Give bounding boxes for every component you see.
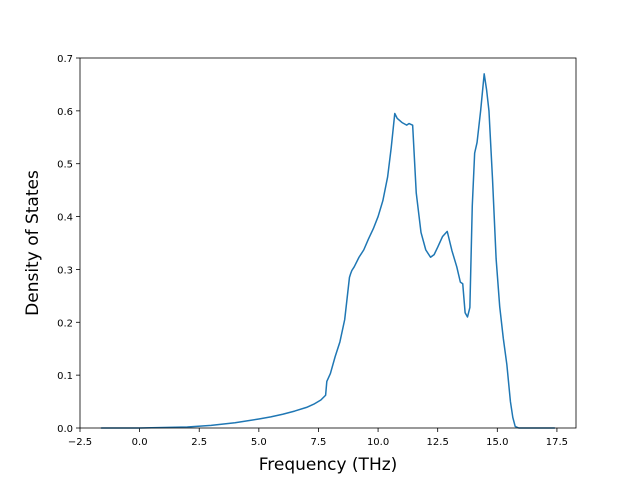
y-tick-label: 0.2: [57, 318, 73, 329]
y-tick-label: 0.6: [57, 107, 73, 118]
y-tick-label: 0.3: [57, 265, 73, 276]
x-axis-ticks: −2.5 0.0 2.5 5.0 7.5 10.0 12.5 15.0 17.5: [68, 428, 568, 448]
x-tick-label: 12.5: [427, 437, 449, 448]
plot-frame: [79, 57, 577, 429]
y-tick-label: 0.4: [57, 213, 73, 224]
plot-area: [80, 58, 576, 428]
x-tick-label: 5.0: [251, 437, 267, 448]
y-tick-label: 0.5: [57, 160, 73, 171]
y-tick-label: 0.1: [57, 371, 73, 382]
x-tick-label: 15.0: [486, 437, 508, 448]
y-tick-label: 0.0: [57, 424, 73, 435]
x-tick-label: 17.5: [546, 437, 568, 448]
x-tick-label: 10.0: [367, 437, 389, 448]
y-tick-label: 0.7: [57, 54, 73, 65]
x-tick-label: 2.5: [191, 437, 207, 448]
dos-series-line: [100, 73, 556, 429]
x-tick-label: −2.5: [68, 437, 92, 448]
x-axis-label: Frequency (THz): [259, 455, 398, 475]
y-axis-ticks: 0.0 0.1 0.2 0.3 0.4 0.5 0.6 0.7: [57, 54, 80, 435]
y-axis-label: Density of States: [23, 170, 43, 316]
x-tick-label: 0.0: [132, 437, 148, 448]
x-tick-label: 7.5: [311, 437, 327, 448]
